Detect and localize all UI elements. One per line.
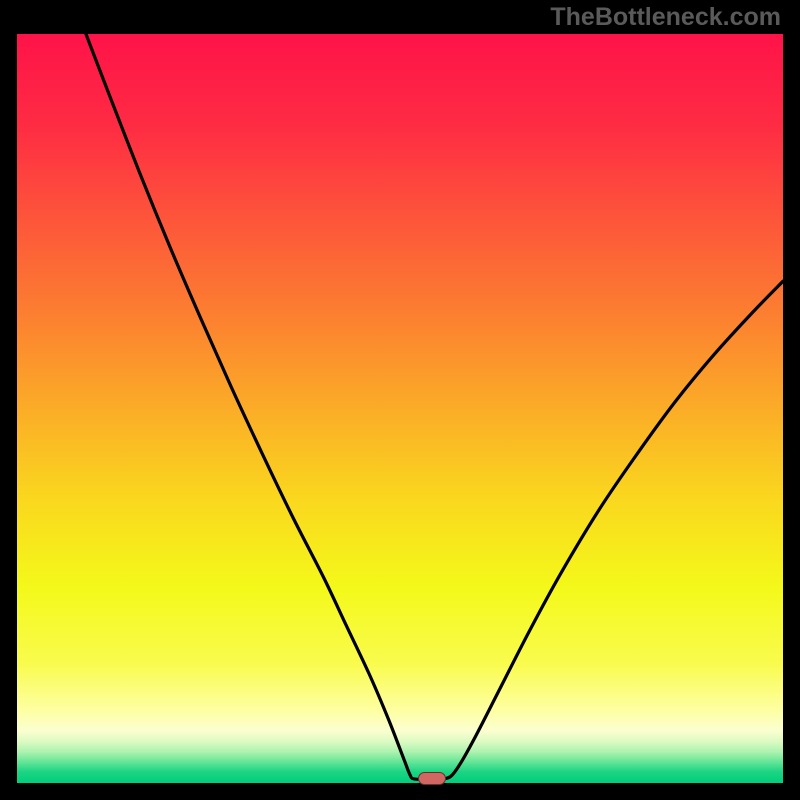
min-marker (418, 772, 446, 785)
bottleneck-curve-path (86, 34, 783, 779)
chart-container: { "canvas": { "width": 800, "height": 80… (0, 0, 800, 800)
plot-area (17, 34, 783, 783)
curve-svg (17, 34, 783, 783)
watermark-text: TheBottleneck.com (550, 3, 781, 32)
